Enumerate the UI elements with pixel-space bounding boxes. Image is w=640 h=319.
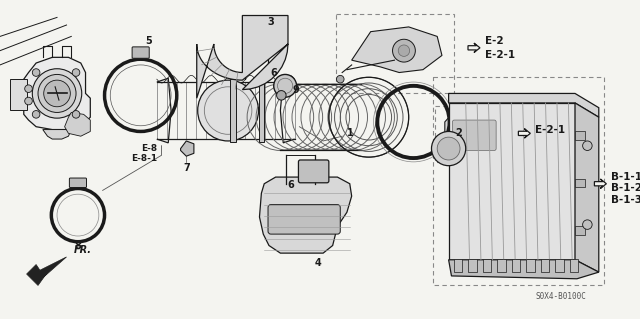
Circle shape <box>198 80 259 141</box>
FancyBboxPatch shape <box>468 259 477 272</box>
Circle shape <box>582 141 592 151</box>
Polygon shape <box>24 57 90 130</box>
Circle shape <box>72 111 80 118</box>
Text: FR.: FR. <box>74 245 92 255</box>
FancyBboxPatch shape <box>259 79 264 142</box>
FancyBboxPatch shape <box>512 259 520 272</box>
FancyBboxPatch shape <box>230 79 236 142</box>
Circle shape <box>38 74 76 113</box>
Text: 6: 6 <box>287 181 294 190</box>
Text: 9: 9 <box>292 85 300 95</box>
FancyBboxPatch shape <box>69 178 86 188</box>
Text: 1: 1 <box>347 128 354 138</box>
Polygon shape <box>180 141 194 156</box>
Polygon shape <box>449 103 575 260</box>
Text: 6: 6 <box>270 68 276 78</box>
Circle shape <box>72 69 80 76</box>
FancyBboxPatch shape <box>497 259 506 272</box>
Text: 4: 4 <box>315 258 322 268</box>
Text: 8: 8 <box>74 241 81 251</box>
FancyBboxPatch shape <box>132 47 149 58</box>
FancyBboxPatch shape <box>556 259 564 272</box>
FancyBboxPatch shape <box>268 205 340 234</box>
Polygon shape <box>595 179 606 189</box>
Circle shape <box>582 220 592 229</box>
Text: 2: 2 <box>455 128 462 138</box>
Text: E-8: E-8 <box>141 144 157 153</box>
Text: 7: 7 <box>183 163 189 173</box>
Circle shape <box>276 91 286 100</box>
Polygon shape <box>351 27 442 72</box>
FancyBboxPatch shape <box>526 259 535 272</box>
Text: B-1-3: B-1-3 <box>611 195 640 205</box>
FancyBboxPatch shape <box>575 131 585 139</box>
Polygon shape <box>518 129 531 138</box>
Circle shape <box>392 39 415 62</box>
FancyBboxPatch shape <box>575 226 585 234</box>
Text: E-2-1: E-2-1 <box>535 124 565 135</box>
Circle shape <box>337 75 344 83</box>
Polygon shape <box>43 130 71 139</box>
Text: E-2-1: E-2-1 <box>484 50 515 60</box>
Polygon shape <box>196 16 288 98</box>
Polygon shape <box>468 43 480 53</box>
Circle shape <box>32 111 40 118</box>
Polygon shape <box>449 260 599 279</box>
Polygon shape <box>445 114 504 149</box>
Text: E-2: E-2 <box>484 36 503 46</box>
FancyBboxPatch shape <box>541 259 549 272</box>
FancyBboxPatch shape <box>298 160 329 183</box>
Polygon shape <box>259 177 351 253</box>
Polygon shape <box>65 113 90 136</box>
FancyBboxPatch shape <box>452 120 496 151</box>
Text: S0X4-B0100C: S0X4-B0100C <box>535 292 586 300</box>
Circle shape <box>398 45 410 56</box>
Circle shape <box>274 74 296 97</box>
Polygon shape <box>449 93 599 117</box>
Text: 5: 5 <box>145 36 152 46</box>
Circle shape <box>44 80 70 107</box>
FancyBboxPatch shape <box>483 259 492 272</box>
FancyBboxPatch shape <box>10 79 27 110</box>
Polygon shape <box>575 103 599 272</box>
Circle shape <box>437 137 460 160</box>
Circle shape <box>25 85 32 93</box>
Text: 3: 3 <box>268 18 275 27</box>
FancyBboxPatch shape <box>570 259 579 272</box>
Circle shape <box>32 69 40 76</box>
Text: B-1-1: B-1-1 <box>611 172 640 182</box>
Polygon shape <box>27 257 67 286</box>
Circle shape <box>431 131 466 166</box>
FancyBboxPatch shape <box>575 179 585 187</box>
Circle shape <box>32 69 82 118</box>
Text: E-8-1: E-8-1 <box>131 153 157 163</box>
Circle shape <box>25 97 32 105</box>
Text: B-1-2: B-1-2 <box>611 183 640 194</box>
FancyBboxPatch shape <box>454 259 462 272</box>
